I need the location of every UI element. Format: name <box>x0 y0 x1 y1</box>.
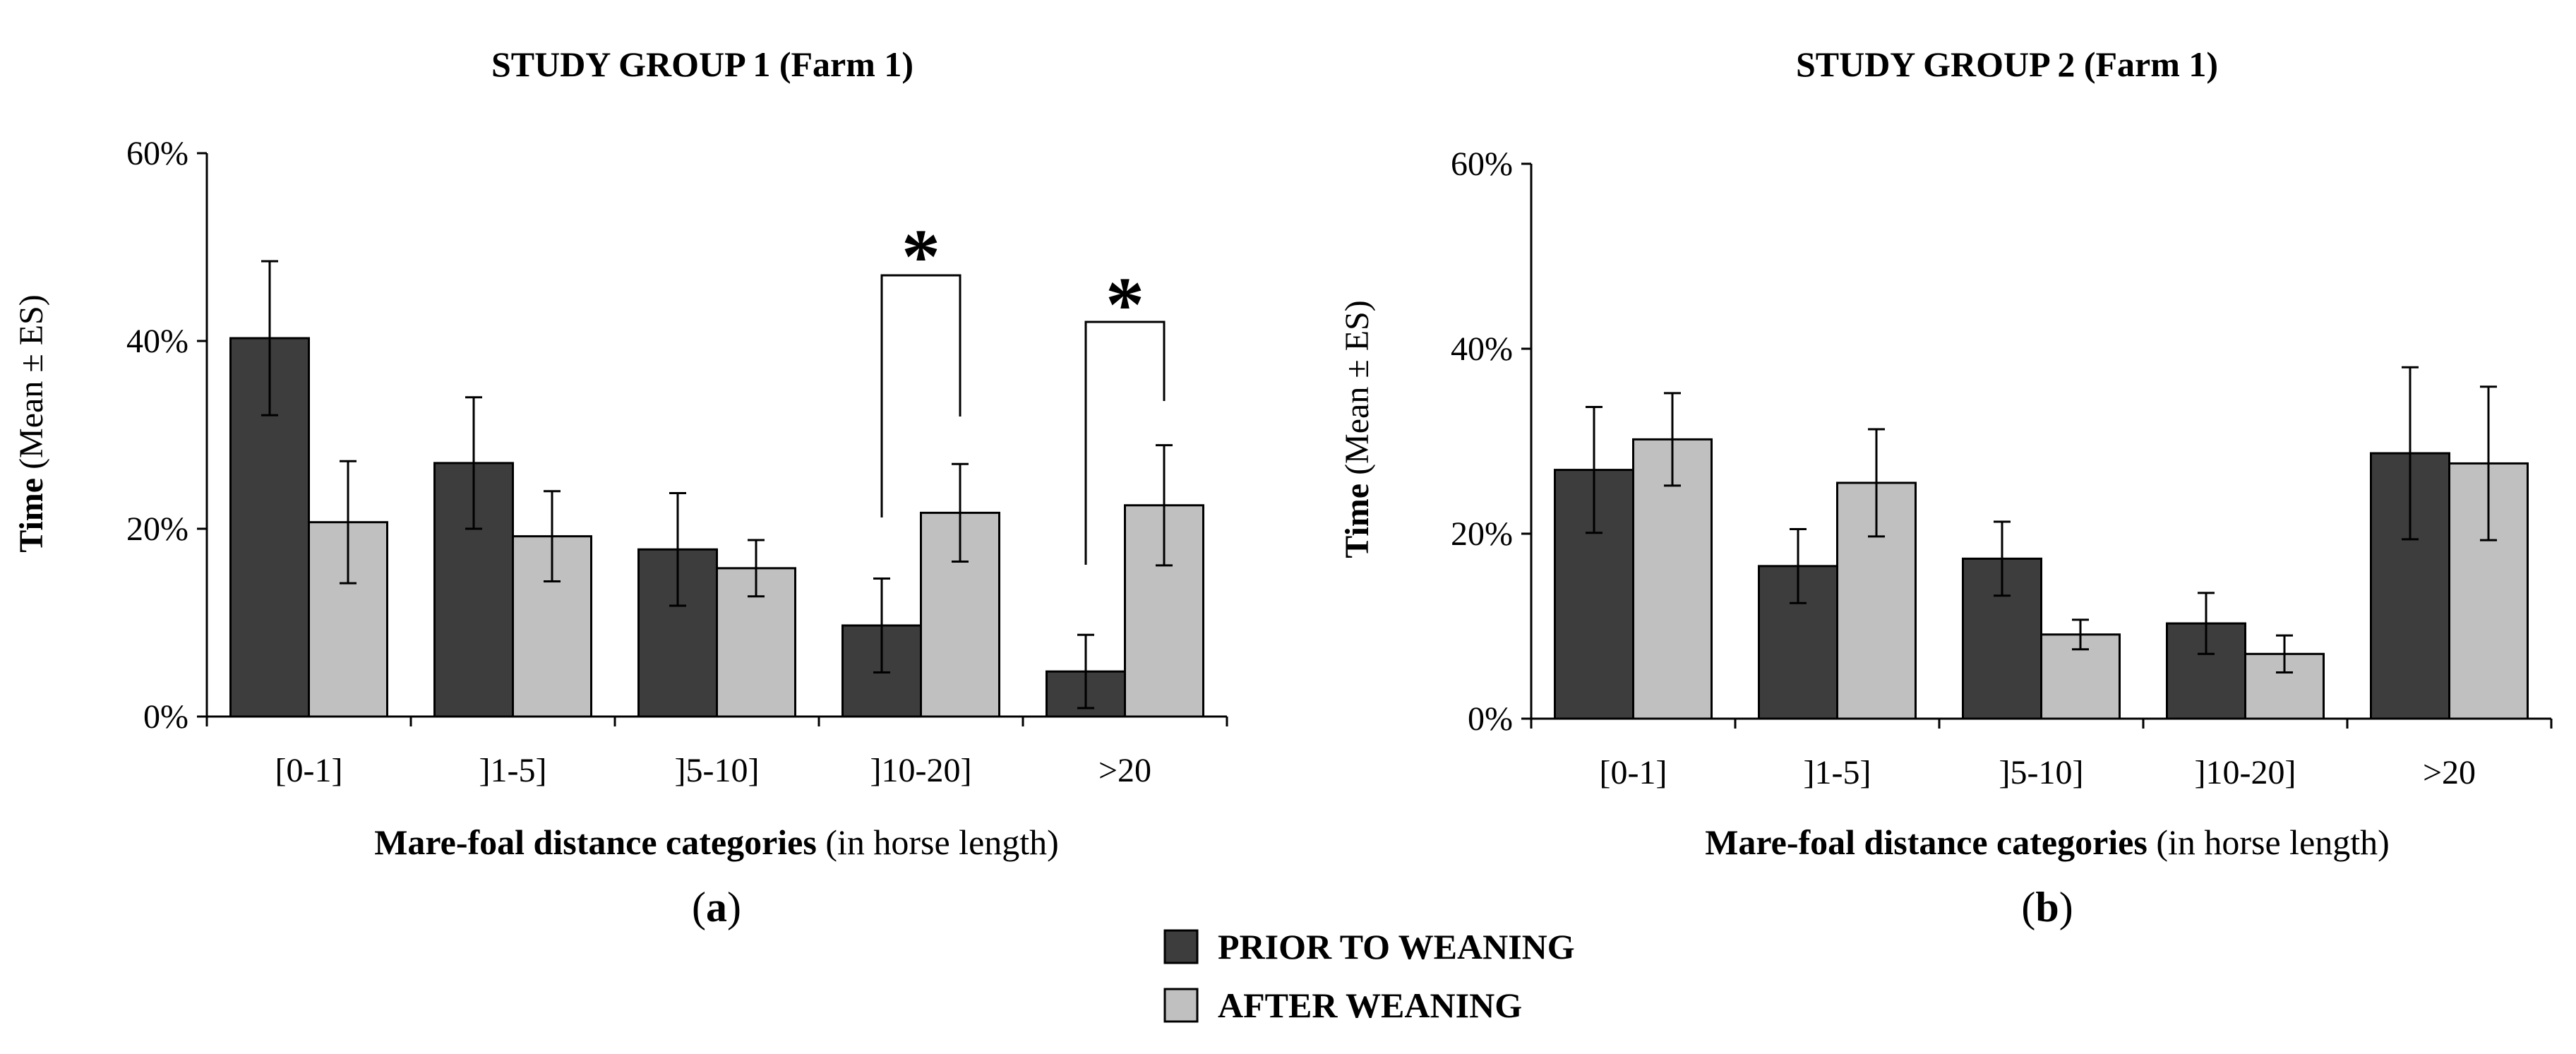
y-axis-label-bold: Time <box>13 478 50 553</box>
panel-paren-open: ( <box>692 884 706 930</box>
y-tick-label: 0% <box>1468 700 1513 738</box>
y-tick-label: 60% <box>126 135 188 172</box>
y-axis-label-bold: Time <box>1338 484 1376 558</box>
panel-paren-close: ) <box>2059 884 2073 930</box>
x-axis-label: Mare-foal distance categories (in horse … <box>1705 822 2390 862</box>
panel-paren-open: ( <box>2021 884 2035 930</box>
category-label: ]5-10] <box>675 752 760 789</box>
y-tick-label: 60% <box>1451 145 1513 183</box>
y-tick-label: 0% <box>143 698 188 736</box>
legend-label: AFTER WEANING <box>1218 986 1522 1025</box>
x-axis-label-bold: Mare-foal distance categories <box>1705 822 2147 862</box>
legend: PRIOR TO WEANING AFTER WEANING <box>1163 927 1575 1025</box>
significance-star: * <box>901 213 940 299</box>
y-axis-label-rest: (Mean ± ES) <box>1338 300 1376 484</box>
x-axis-label: Mare-foal distance categories (in horse … <box>374 822 1059 862</box>
x-axis-label-bold: Mare-foal distance categories <box>374 822 817 862</box>
legend-label: PRIOR TO WEANING <box>1218 927 1575 966</box>
category-label: [0-1] <box>1600 754 1667 791</box>
y-axis-label: Time (Mean ± ES) <box>1338 300 1376 558</box>
panel-letter: a <box>706 884 727 930</box>
panel-letter: b <box>2035 884 2059 930</box>
y-tick-label: 20% <box>126 510 188 548</box>
y-tick-label: 40% <box>126 323 188 360</box>
significance-bracket <box>1084 321 1166 565</box>
category-label: ]1-5] <box>479 752 547 789</box>
legend-swatch <box>1163 929 1199 964</box>
y-axis-label: Time (Mean ± ES) <box>13 294 50 552</box>
y-axis-label-rest: (Mean ± ES) <box>13 294 50 478</box>
legend-swatch <box>1163 988 1199 1023</box>
panel-label: (a) <box>692 884 741 930</box>
chart-title: STUDY GROUP 2 (Farm 1) <box>1796 44 2218 84</box>
category-label: [0-1] <box>275 752 343 789</box>
category-label: >20 <box>2423 754 2476 791</box>
chart-title: STUDY GROUP 1 (Farm 1) <box>491 44 913 84</box>
significance-star: * <box>1106 261 1144 347</box>
x-axis-label-rest: (in horse length) <box>817 822 1059 862</box>
category-label: >20 <box>1098 752 1151 789</box>
chart-b: STUDY GROUP 2 (Farm 1) 0% 20% 40% 60% [0-1] ]1… <box>1338 44 2553 930</box>
panel-label: (b) <box>2021 884 2073 930</box>
chart-a: STUDY GROUP 1 (Farm 1) 0% 20% 40% 60% [0-1] ]1… <box>13 44 1228 930</box>
y-tick-label: 20% <box>1451 515 1513 553</box>
panel-paren-close: ) <box>727 884 741 930</box>
x-axis-label-rest: (in horse length) <box>2147 822 2390 862</box>
y-tick-label: 40% <box>1451 330 1513 368</box>
category-label: ]10-20] <box>2195 754 2296 791</box>
significance-bracket <box>880 274 961 517</box>
category-label: ]5-10] <box>1999 754 2084 791</box>
category-label: ]1-5] <box>1804 754 1871 791</box>
category-label: ]10-20] <box>870 752 972 789</box>
